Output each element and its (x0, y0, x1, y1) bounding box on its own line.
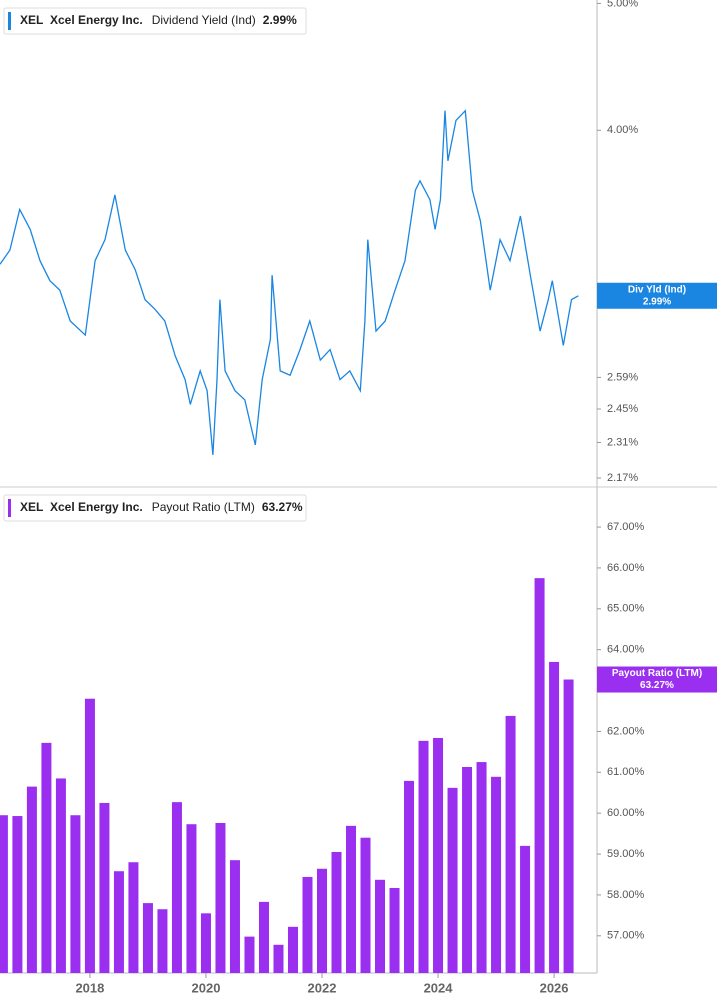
bar (476, 762, 487, 973)
bar (215, 822, 226, 973)
legend-company: Xcel Energy Inc. (50, 13, 143, 27)
bar (331, 852, 342, 973)
bar (229, 860, 240, 973)
y-tick-label: 59.00% (607, 848, 645, 860)
last-value-tag (597, 666, 717, 693)
bar (491, 776, 502, 973)
bar (316, 868, 327, 973)
bar (186, 824, 197, 973)
bar (200, 913, 211, 973)
line-series (0, 109, 579, 455)
bar (418, 740, 429, 973)
x-tick-label: 2018 (75, 980, 104, 995)
bar (302, 876, 313, 973)
legend-series: Dividend Yield (Ind) (152, 13, 256, 27)
bar (563, 679, 574, 973)
bar (171, 802, 182, 973)
legend-series: Payout Ratio (LTM) (152, 500, 255, 514)
bar (41, 742, 52, 973)
legend-swatch (8, 499, 11, 517)
bar (26, 786, 37, 973)
legend-box (3, 7, 307, 35)
bar (433, 737, 444, 973)
y-tick-label: 4.00% (607, 124, 638, 136)
legend-company: Xcel Energy Inc. (50, 500, 143, 514)
bar (55, 778, 66, 973)
y-tick-label: 2.59% (607, 371, 638, 383)
y-tick-label: 58.00% (607, 889, 645, 901)
legend-ticker: XEL (20, 13, 43, 27)
bar (549, 661, 560, 973)
x-tick-label: 2022 (308, 980, 337, 995)
tag-value: 2.99% (643, 296, 671, 307)
bar (128, 862, 139, 973)
bar (389, 887, 400, 973)
bar (462, 766, 473, 973)
tag-label: Payout Ratio (LTM) (612, 668, 702, 679)
bar (244, 936, 255, 973)
legend-ticker: XEL (20, 500, 43, 514)
y-tick-label: 2.17% (607, 472, 638, 484)
bar (273, 944, 284, 973)
legend-box (3, 494, 307, 522)
bar (520, 845, 531, 973)
y-tick-label: 67.00% (607, 521, 645, 533)
x-tick-label: 2026 (540, 980, 569, 995)
tag-value: 63.27% (640, 680, 674, 691)
bar (0, 815, 8, 973)
bar (287, 926, 298, 973)
last-value-tag (597, 282, 717, 309)
y-tick-label: 66.00% (607, 562, 645, 574)
x-tick-label: 2024 (424, 980, 454, 995)
legend-swatch (8, 12, 11, 30)
y-tick-label: 5.00% (607, 0, 638, 9)
y-tick-label: 57.00% (607, 930, 645, 942)
bar (360, 837, 371, 973)
tag-label: Div Yld (Ind) (628, 284, 686, 295)
bar (404, 780, 415, 973)
bar (157, 909, 168, 973)
y-tick-label: 65.00% (607, 603, 645, 615)
bar (142, 903, 153, 973)
bar (70, 815, 81, 973)
x-tick-label: 2020 (192, 980, 221, 995)
bar (375, 879, 386, 973)
y-tick-label: 2.31% (607, 436, 638, 448)
legend: XEL Xcel Energy Inc. Payout Ratio (LTM) 63.… (3, 494, 307, 522)
y-tick-label: 2.45% (607, 403, 638, 415)
bar (505, 715, 516, 973)
y-tick-label: 61.00% (607, 766, 645, 778)
bar (534, 578, 545, 973)
y-tick-label: 60.00% (607, 807, 645, 819)
bar (84, 698, 95, 973)
legend-value: 2.99% (263, 13, 297, 27)
bar (99, 802, 110, 973)
bar (12, 816, 23, 973)
legend: XEL Xcel Energy Inc. Dividend Yield (Ind) 2… (3, 7, 307, 35)
legend-value: 63.27% (262, 500, 303, 514)
bar (346, 825, 357, 973)
bar (447, 787, 458, 973)
y-tick-label: 62.00% (607, 725, 645, 737)
bar (113, 871, 124, 973)
bar (258, 901, 269, 973)
y-tick-label: 64.00% (607, 644, 645, 656)
